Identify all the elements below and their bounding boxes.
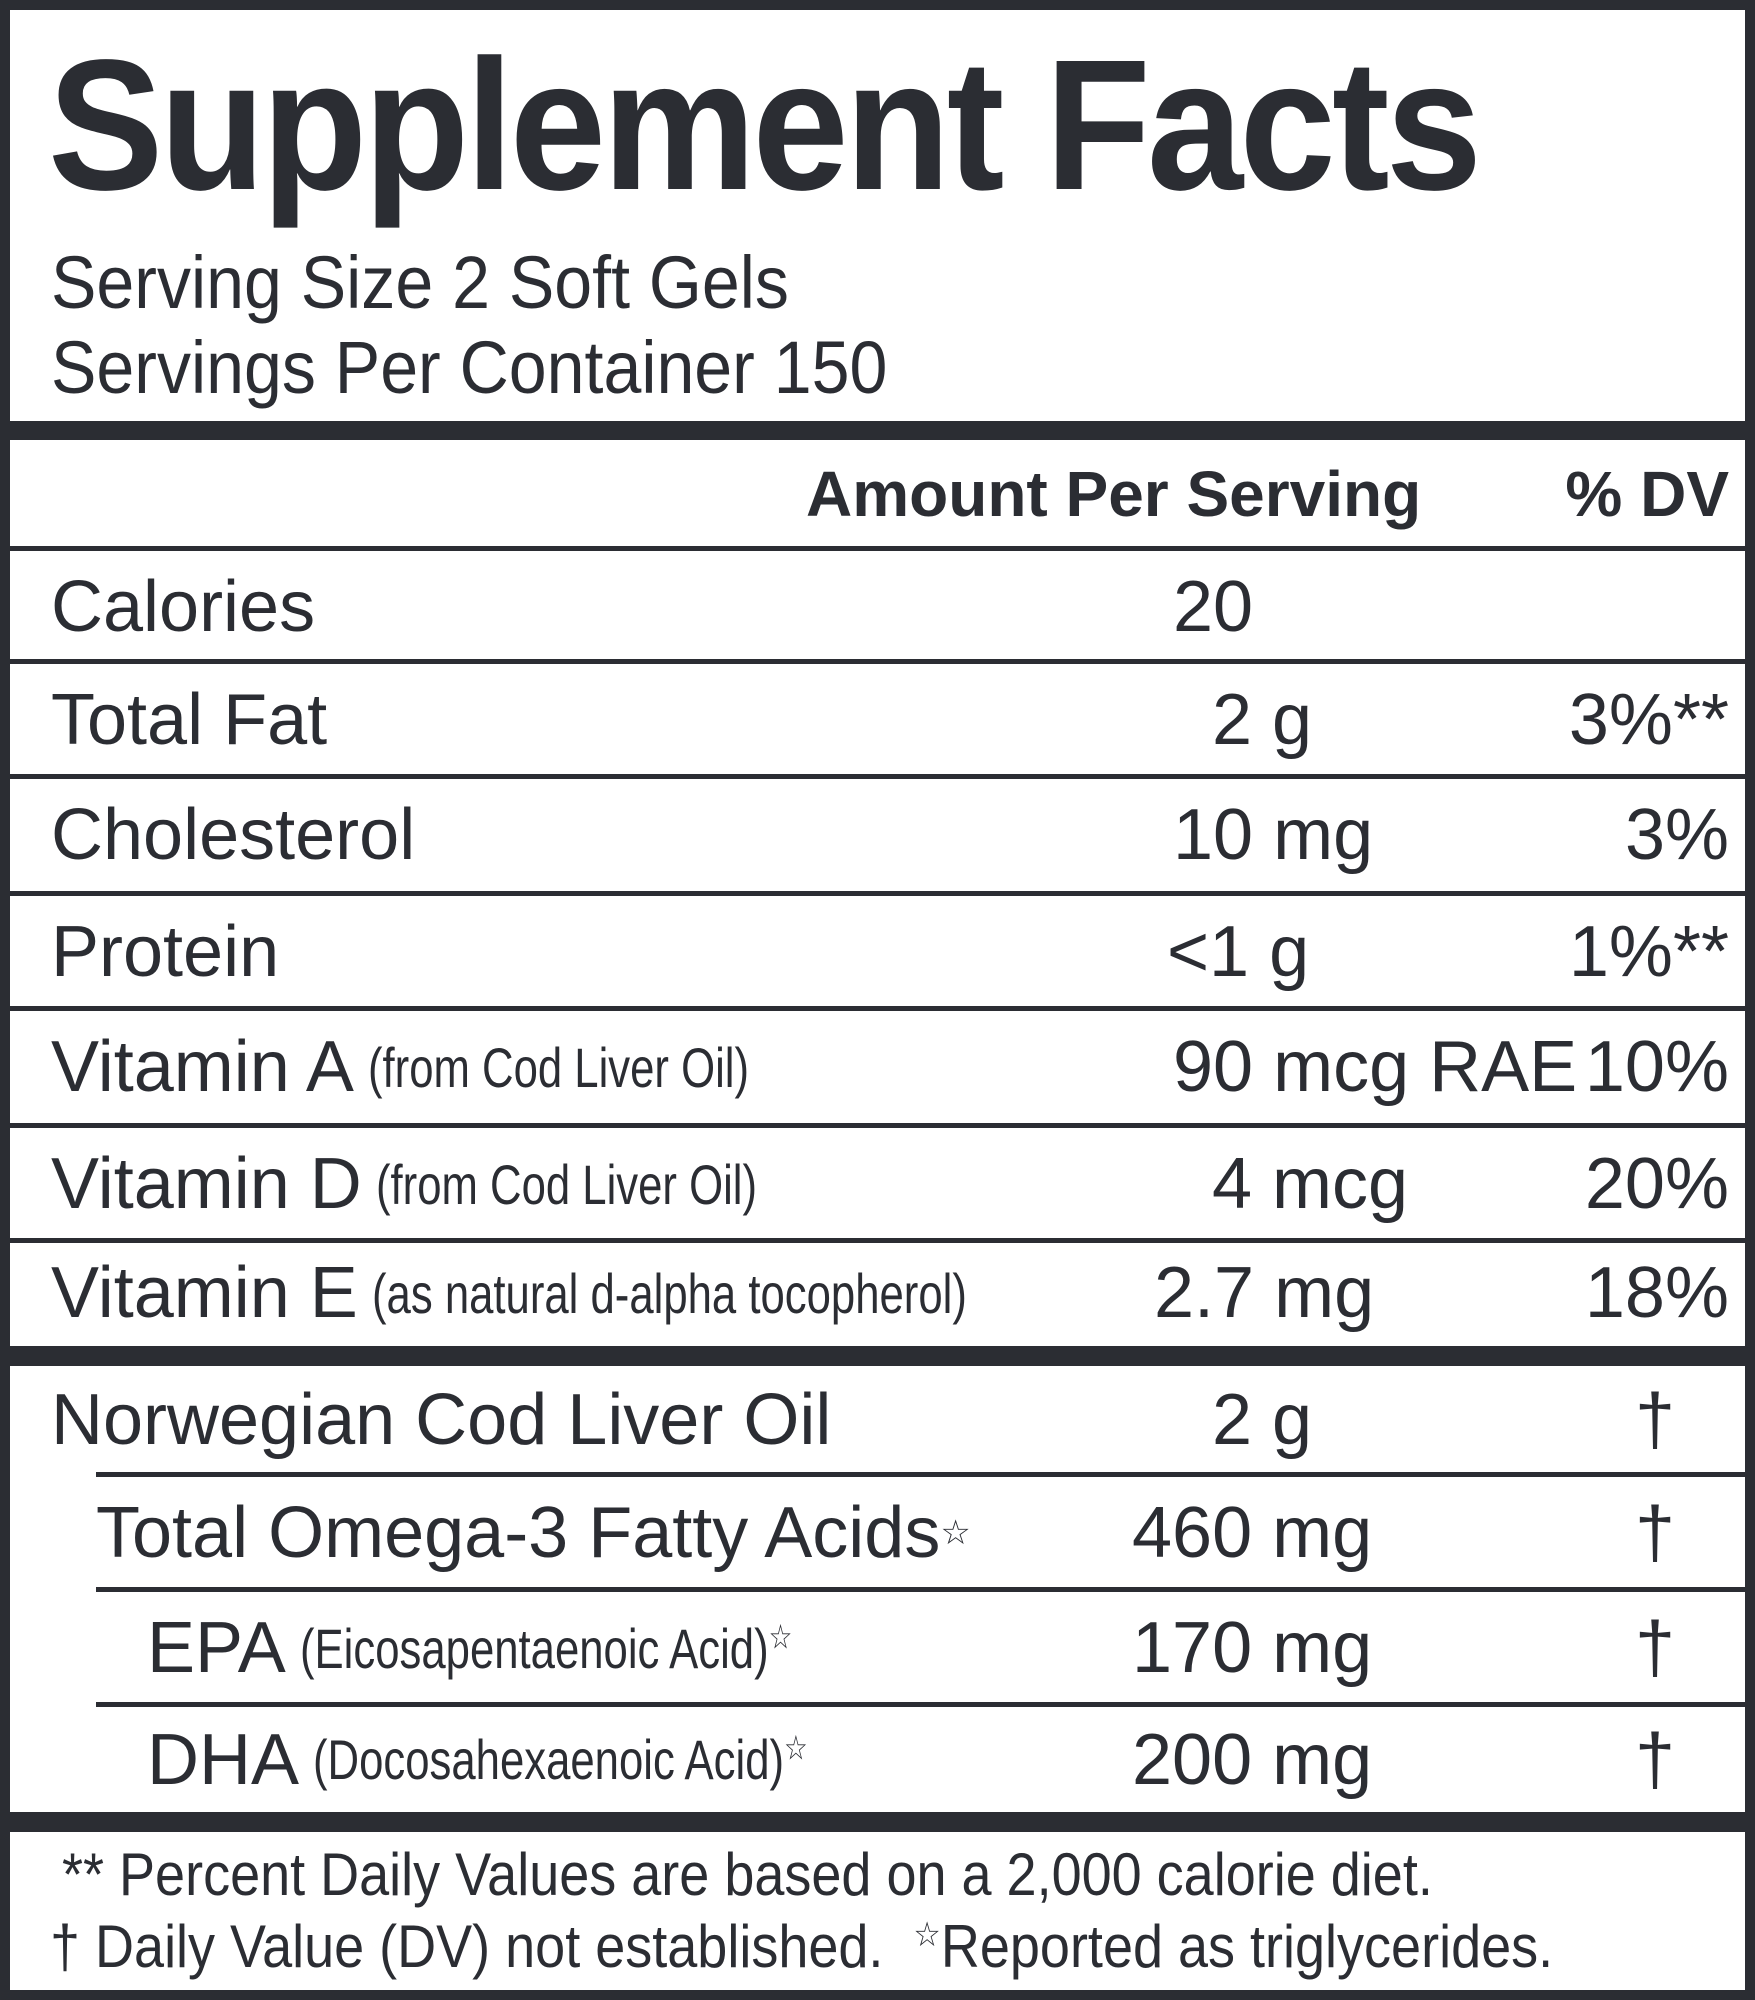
divider — [0, 891, 1755, 896]
nutrient-row: Vitamin D (from Cod Liver Oil) 4 mcg 20% — [10, 1128, 1745, 1240]
nutrient-name: Cholesterol — [51, 795, 416, 875]
nutrient-name: Total Fat — [51, 680, 328, 760]
divider — [0, 659, 1755, 664]
ingredient-note-text: (Docosahexaenoic Acid) — [313, 1728, 785, 1791]
serving-size: Serving Size 2 Soft Gels — [51, 241, 789, 324]
star-icon: ☆ — [784, 1729, 808, 1768]
footnote-dv-not-established: † Daily Value (DV) not established. ☆Rep… — [50, 1912, 1553, 1981]
nutrient-amount: 90 mcg RAE — [1173, 1027, 1578, 1107]
servings-per-container: Servings Per Container 150 — [51, 326, 888, 409]
ingredient-name: Total Omega-3 Fatty Acids — [96, 1493, 941, 1573]
nutrient-amount: 4 mcg — [1212, 1144, 1409, 1224]
header-amount: Amount Per Serving — [806, 458, 1422, 530]
nutrient-row: Calories 20 — [10, 551, 1745, 663]
ingredient-note-text: (Eicosapentaenoic Acid) — [299, 1616, 769, 1680]
nutrient-name: Vitamin D — [51, 1144, 362, 1224]
ingredient-name: EPA — [147, 1608, 286, 1688]
ingredient-amount: 460 mg — [1132, 1493, 1373, 1573]
divider — [0, 546, 1755, 551]
nutrient-name: Protein — [51, 912, 280, 992]
ingredient-row: Norwegian Cod Liver Oil 2 g † — [10, 1366, 1745, 1474]
nutrient-amount: 2 g — [1212, 680, 1313, 760]
divider — [96, 1587, 1755, 1592]
ingredient-name: Norwegian Cod Liver Oil — [51, 1380, 832, 1460]
nutrient-row: Cholesterol 10 mg 3% — [10, 779, 1745, 891]
ingredient-dv: † — [1634, 1493, 1676, 1573]
thick-divider — [0, 421, 1755, 440]
nutrient-row: Vitamin A (from Cod Liver Oil) 90 mcg RAE… — [10, 1011, 1745, 1123]
ingredient-row: EPA (Eicosapentaenoic Acid)☆ 170 mg † — [10, 1592, 1745, 1704]
header-dv: % DV — [1565, 458, 1729, 530]
nutrient-dv: 20% — [1584, 1144, 1729, 1224]
ingredient-dv: † — [1634, 1380, 1676, 1460]
star-icon: ☆ — [768, 1617, 793, 1656]
ingredient-row: Total Omega-3 Fatty Acids ☆ 460 mg † — [10, 1477, 1745, 1589]
footnote-dagger-text: † Daily Value (DV) not established. — [50, 1913, 884, 1980]
nutrient-amount: 10 mg — [1173, 795, 1374, 875]
nutrient-dv: 1%** — [1568, 912, 1729, 992]
star-icon: ☆ — [940, 1514, 971, 1552]
ingredient-amount: 2 g — [1212, 1380, 1313, 1460]
ingredient-amount: 170 mg — [1132, 1608, 1373, 1688]
footnote-triglycerides: Reported as triglycerides. — [940, 1913, 1554, 1980]
nutrient-dv: 3% — [1624, 795, 1729, 875]
thick-divider — [0, 1346, 1755, 1366]
label-title: Supplement Facts — [48, 22, 1482, 229]
ingredient-dv: † — [1634, 1608, 1676, 1688]
nutrient-amount: 2.7 mg — [1154, 1253, 1375, 1333]
divider — [0, 774, 1755, 779]
nutrient-name: Calories — [51, 567, 316, 647]
star-icon: ☆ — [913, 1916, 941, 1954]
nutrient-note: (as natural d-alpha tocopherol) — [371, 1261, 967, 1325]
nutrient-dv: 10% — [1584, 1027, 1729, 1107]
nutrient-row: Total Fat 2 g 3%** — [10, 664, 1745, 776]
nutrient-row: Vitamin E (as natural d-alpha tocopherol)… — [10, 1240, 1745, 1346]
ingredient-dv: † — [1634, 1719, 1676, 1800]
ingredient-name: DHA — [147, 1719, 300, 1800]
footnote-daily-values: ** Percent Daily Values are based on a 2… — [62, 1841, 1433, 1908]
nutrient-note: (from Cod Liver Oil) — [375, 1152, 757, 1216]
nutrient-note: (from Cod Liver Oil) — [367, 1035, 749, 1099]
ingredient-row: DHA (Docosahexaenoic Acid)☆ 200 mg † — [10, 1707, 1745, 1812]
divider — [0, 1006, 1755, 1011]
nutrient-name: Vitamin A — [51, 1027, 354, 1107]
divider — [96, 1472, 1755, 1477]
ingredient-note: (Docosahexaenoic Acid)☆ — [313, 1727, 808, 1792]
divider — [96, 1702, 1755, 1707]
nutrient-amount: 20 — [1173, 567, 1254, 647]
divider — [0, 1123, 1755, 1128]
thick-divider — [0, 1812, 1755, 1832]
nutrient-dv: 18% — [1584, 1253, 1729, 1333]
ingredient-amount: 200 mg — [1132, 1719, 1373, 1800]
nutrient-row: Protein <1 g 1%** — [10, 896, 1745, 1008]
nutrient-name: Vitamin E — [51, 1253, 358, 1333]
nutrient-dv: 3%** — [1568, 680, 1729, 760]
nutrient-amount: <1 g — [1167, 912, 1310, 992]
divider — [0, 1238, 1755, 1243]
ingredient-note: (Eicosapentaenoic Acid)☆ — [300, 1616, 792, 1681]
